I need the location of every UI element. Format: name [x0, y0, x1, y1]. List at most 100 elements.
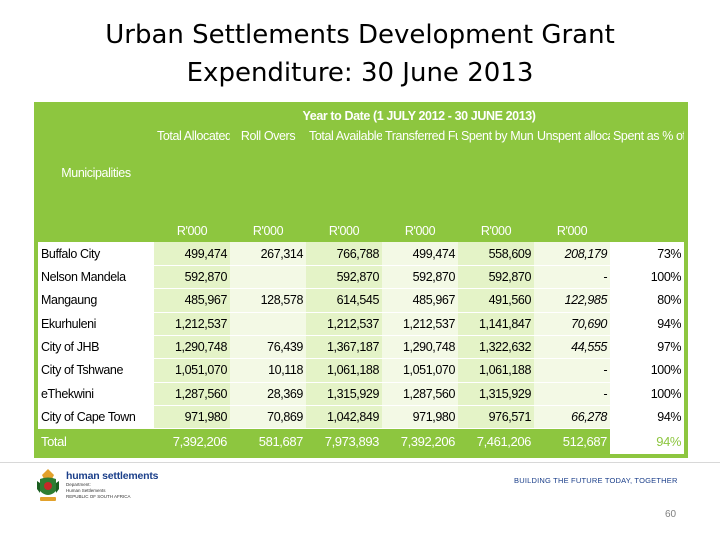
municipality-cell: City of Tshwane [36, 358, 154, 383]
roll-overs-cell: 128,578 [230, 288, 306, 313]
page-number: 60 [665, 509, 677, 520]
spent-cell: 1,322,632 [458, 335, 534, 360]
roll-overs-cell: 76,439 [230, 335, 306, 360]
spent-cell: 1,061,188 [458, 358, 534, 383]
municipality-cell: City of JHB [36, 335, 154, 360]
total-allocated-cell: 1,212,537 [154, 312, 230, 336]
unit-cell: R'000 [306, 219, 382, 243]
table-row: City of Cape Town 971,980 70,869 1,042,8… [36, 405, 687, 430]
footer-divider [0, 462, 720, 463]
total-allocated-cell: 592,870 [154, 265, 230, 290]
slide-title: Urban Settlements Development Grant Expe… [0, 16, 720, 92]
municipality-cell: Buffalo City [36, 242, 154, 266]
transferred-total: 7,392,206 [382, 428, 458, 456]
spent-pct-total: 94% [610, 428, 687, 456]
total-available-cell: 766,788 [306, 242, 382, 266]
table-row: Ekurhuleni 1,212,537 1,212,537 1,212,537… [36, 312, 687, 336]
unit-cell [610, 219, 687, 243]
spent-pct-cell: 94% [610, 405, 687, 430]
header-spent-pct: Spent as % of Total Available [610, 126, 687, 220]
coat-of-arms-icon [37, 469, 59, 501]
spent-pct-cell: 100% [610, 358, 687, 383]
roll-overs-cell: 70,869 [230, 405, 306, 430]
transferred-cell: 499,474 [382, 242, 458, 266]
total-row: Total 7,392,206 581,687 7,973,893 7,392,… [36, 428, 687, 456]
transferred-cell: 485,967 [382, 288, 458, 313]
slide-title-line-2: Expenditure: 30 June 2013 [186, 58, 534, 88]
unit-cell: R'000 [534, 219, 610, 243]
logo-line-3: REPUBLIC OF SOUTH AFRICA [66, 494, 131, 499]
header-roll-overs: Roll Overs [230, 126, 306, 220]
transferred-cell: 1,290,748 [382, 335, 458, 360]
total-available-cell: 1,042,849 [306, 405, 382, 430]
municipality-cell: Nelson Mandela [36, 265, 154, 290]
municipality-cell: Ekurhuleni [36, 312, 154, 336]
spent-pct-cell: 73% [610, 242, 687, 266]
spent-cell: 592,870 [458, 265, 534, 290]
table-row: City of JHB 1,290,748 76,439 1,367,187 1… [36, 335, 687, 360]
header-total-available: Total Available Funds [306, 126, 382, 220]
total-available-total: 7,973,893 [306, 428, 382, 456]
total-allocated-cell: 971,980 [154, 405, 230, 430]
spent-pct-cell: 80% [610, 288, 687, 313]
logo-name: human settlements [66, 470, 159, 482]
unspent-cell: 208,179 [534, 242, 610, 266]
table-row: City of Tshwane 1,051,070 10,118 1,061,1… [36, 358, 687, 383]
spent-cell: 491,560 [458, 288, 534, 313]
unspent-cell: - [534, 382, 610, 407]
header-transferred: Transferred Funds [382, 126, 458, 220]
grant-expenditure-table: Year to Date (1 JULY 2012 - 30 JUNE 2013… [34, 102, 689, 458]
spent-pct-cell: 94% [610, 312, 687, 336]
logo-text: human settlements Department: Human Sett… [66, 470, 176, 500]
transferred-cell: 592,870 [382, 265, 458, 290]
header-spacer [36, 104, 154, 127]
table-row: eThekwini 1,287,560 28,369 1,315,929 1,2… [36, 382, 687, 407]
department-logo: human settlements Department: Human Sett… [34, 467, 174, 509]
tagline: BUILDING THE FUTURE TODAY, TOGETHER [514, 476, 678, 485]
unit-cell: R'000 [382, 219, 458, 243]
header-total-allocated: Total Allocated Funds [154, 126, 230, 220]
period-label: Year to Date (1 JULY 2012 - 30 JUNE 2013… [154, 104, 687, 127]
unspent-total: 512,687 [534, 428, 610, 456]
header-spent: Spent by Municipalities [458, 126, 534, 220]
total-available-cell: 592,870 [306, 265, 382, 290]
spent-pct-cell: 100% [610, 265, 687, 290]
total-available-cell: 1,061,188 [306, 358, 382, 383]
roll-overs-total: 581,687 [230, 428, 306, 456]
transferred-cell: 1,212,537 [382, 312, 458, 336]
logo-line-2: Human Settlements [66, 488, 106, 493]
unit-row: R'000 R'000 R'000 R'000 R'000 R'000 [36, 219, 687, 243]
logo-line-1: Department: [66, 482, 91, 487]
unit-cell: R'000 [154, 219, 230, 243]
municipality-cell: City of Cape Town [36, 405, 154, 430]
municipalities-header: Municipalities [36, 126, 154, 220]
total-allocated-cell: 1,287,560 [154, 382, 230, 407]
spent-pct-cell: 100% [610, 382, 687, 407]
unspent-cell: - [534, 358, 610, 383]
transferred-cell: 1,287,560 [382, 382, 458, 407]
roll-overs-cell: 28,369 [230, 382, 306, 407]
total-available-cell: 1,367,187 [306, 335, 382, 360]
header-unspent: Unspent allocation [534, 126, 610, 220]
unspent-cell: 70,690 [534, 312, 610, 336]
roll-overs-cell [230, 312, 306, 336]
table-row: Buffalo City 499,474 267,314 766,788 499… [36, 242, 687, 266]
unit-cell [36, 219, 154, 243]
total-available-cell: 1,315,929 [306, 382, 382, 407]
municipality-cell: Mangaung [36, 288, 154, 313]
table-row: Mangaung 485,967 128,578 614,545 485,967… [36, 288, 687, 313]
slide-title-line-1: Urban Settlements Development Grant [105, 20, 615, 50]
spent-cell: 1,315,929 [458, 382, 534, 407]
roll-overs-cell: 10,118 [230, 358, 306, 383]
roll-overs-cell: 267,314 [230, 242, 306, 266]
unspent-cell: 44,555 [534, 335, 610, 360]
transferred-cell: 1,051,070 [382, 358, 458, 383]
spent-cell: 1,141,847 [458, 312, 534, 336]
total-allocated-total: 7,392,206 [154, 428, 230, 456]
unspent-cell: - [534, 265, 610, 290]
unit-cell: R'000 [458, 219, 534, 243]
spent-total: 7,461,206 [458, 428, 534, 456]
total-available-cell: 1,212,537 [306, 312, 382, 336]
spent-cell: 976,571 [458, 405, 534, 430]
total-available-cell: 614,545 [306, 288, 382, 313]
